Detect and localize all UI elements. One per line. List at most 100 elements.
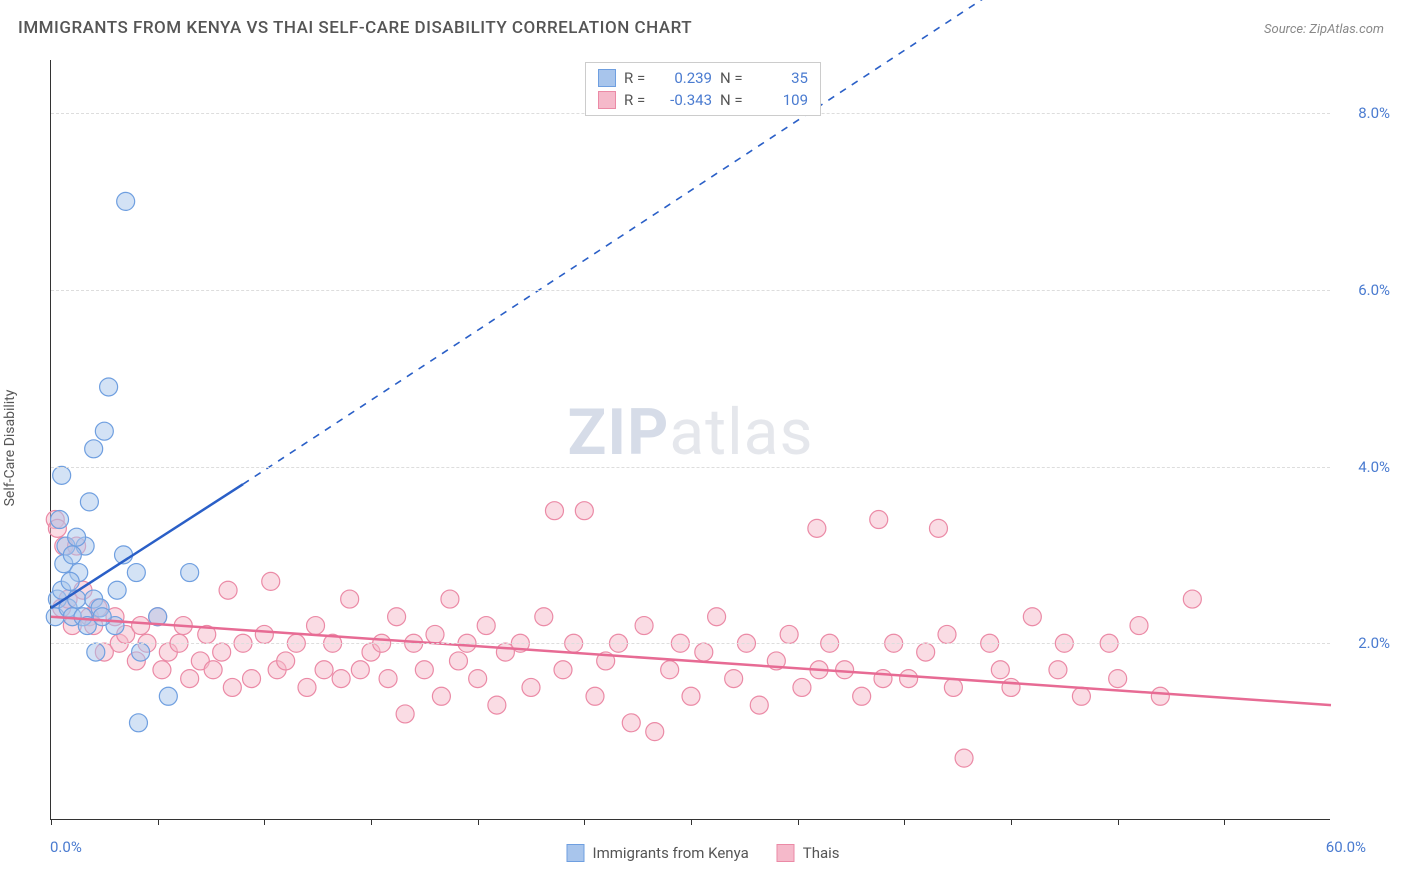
y-tick-label: 6.0% [1340, 281, 1390, 299]
chart-plot-area: ZIPatlas 2.0%4.0%6.0%8.0% [50, 60, 1330, 820]
scatter-point-series2 [635, 617, 653, 635]
scatter-point-series2 [341, 590, 359, 608]
scatter-point-series2 [874, 670, 892, 688]
scatter-point-series2 [351, 661, 369, 679]
scatter-point-series2 [929, 519, 947, 537]
stats-row-series1: R = 0.239 N = 35 [598, 67, 808, 89]
scatter-point-series1 [127, 564, 145, 582]
scatter-point-series2 [535, 608, 553, 626]
scatter-point-series2 [1151, 687, 1169, 705]
scatter-point-series2 [586, 687, 604, 705]
scatter-point-series2 [132, 617, 150, 635]
stats-n-label-2: N = [720, 91, 748, 109]
x-tick [1011, 819, 1012, 825]
scatter-point-series1 [80, 493, 98, 511]
scatter-point-series2 [181, 670, 199, 688]
scatter-point-series2 [1002, 678, 1020, 696]
y-tick-label: 8.0% [1340, 104, 1390, 122]
scatter-point-series1 [129, 714, 147, 732]
chart-source: Source: ZipAtlas.com [1264, 22, 1384, 37]
stats-r-label-1: R = [624, 69, 652, 87]
x-axis-max-label: 60.0% [1326, 838, 1366, 856]
x-tick [158, 819, 159, 825]
scatter-point-series2 [750, 696, 768, 714]
scatter-point-series1 [100, 378, 118, 396]
scatter-point-series2 [554, 661, 572, 679]
x-tick [264, 819, 265, 825]
plot-svg [51, 60, 1330, 819]
scatter-point-series1 [159, 687, 177, 705]
stats-row-series2: R = -0.343 N = 109 [598, 89, 808, 111]
scatter-point-series2 [991, 661, 1009, 679]
scatter-point-series2 [725, 670, 743, 688]
stats-n-value-2: 109 [756, 91, 808, 109]
scatter-point-series2 [575, 502, 593, 520]
x-tick [904, 819, 905, 825]
x-tick [1224, 819, 1225, 825]
scatter-point-series2 [944, 678, 962, 696]
scatter-point-series2 [255, 625, 273, 643]
scatter-point-series2 [780, 625, 798, 643]
scatter-point-series2 [917, 643, 935, 661]
scatter-point-series2 [426, 625, 444, 643]
scatter-point-series2 [808, 519, 826, 537]
scatter-point-series2 [682, 687, 700, 705]
scatter-point-series2 [277, 652, 295, 670]
y-tick-label: 2.0% [1340, 634, 1390, 652]
legend-swatch-series2 [777, 844, 795, 862]
x-tick [51, 819, 52, 825]
grid-line [51, 643, 1330, 644]
scatter-point-series2 [213, 643, 231, 661]
y-axis-title: Self-Care Disability [2, 390, 18, 507]
legend-label-series1: Immigrants from Kenya [592, 844, 748, 862]
scatter-point-series2 [432, 687, 450, 705]
legend-label-series2: Thais [803, 844, 840, 862]
scatter-point-series2 [695, 643, 713, 661]
scatter-point-series1 [68, 528, 86, 546]
stats-n-value-1: 35 [756, 69, 808, 87]
x-tick [798, 819, 799, 825]
scatter-point-series2 [1023, 608, 1041, 626]
scatter-point-series2 [1109, 670, 1127, 688]
stats-n-label-1: N = [720, 69, 748, 87]
scatter-point-series2 [955, 749, 973, 767]
legend-item-series1: Immigrants from Kenya [566, 844, 748, 862]
scatter-point-series2 [396, 705, 414, 723]
scatter-point-series2 [622, 714, 640, 732]
scatter-point-series2 [545, 502, 563, 520]
y-tick-label: 4.0% [1340, 458, 1390, 476]
x-tick [584, 819, 585, 825]
scatter-point-series1 [95, 422, 113, 440]
scatter-point-series1 [61, 572, 79, 590]
scatter-point-series2 [223, 678, 241, 696]
x-tick [478, 819, 479, 825]
scatter-point-series2 [836, 661, 854, 679]
scatter-point-series2 [1049, 661, 1067, 679]
scatter-point-series2 [1072, 687, 1090, 705]
scatter-point-series2 [870, 511, 888, 529]
scatter-point-series2 [388, 608, 406, 626]
x-tick [691, 819, 692, 825]
x-tick [1118, 819, 1119, 825]
stats-r-value-2: -0.343 [660, 91, 712, 109]
scatter-point-series2 [415, 661, 433, 679]
stats-r-label-2: R = [624, 91, 652, 109]
swatch-series2 [598, 91, 616, 109]
scatter-point-series2 [1130, 617, 1148, 635]
scatter-point-series2 [243, 670, 261, 688]
swatch-series1 [598, 69, 616, 87]
scatter-point-series2 [646, 723, 664, 741]
legend-swatch-series1 [566, 844, 584, 862]
scatter-point-series1 [87, 643, 105, 661]
grid-line [51, 467, 1330, 468]
scatter-point-series1 [132, 643, 150, 661]
scatter-point-series1 [181, 564, 199, 582]
scatter-point-series1 [108, 581, 126, 599]
scatter-point-series2 [1183, 590, 1201, 608]
scatter-point-series1 [63, 546, 81, 564]
scatter-point-series2 [298, 678, 316, 696]
scatter-point-series2 [153, 661, 171, 679]
stats-r-value-1: 0.239 [660, 69, 712, 87]
scatter-point-series2 [315, 661, 333, 679]
scatter-point-series1 [93, 608, 111, 626]
